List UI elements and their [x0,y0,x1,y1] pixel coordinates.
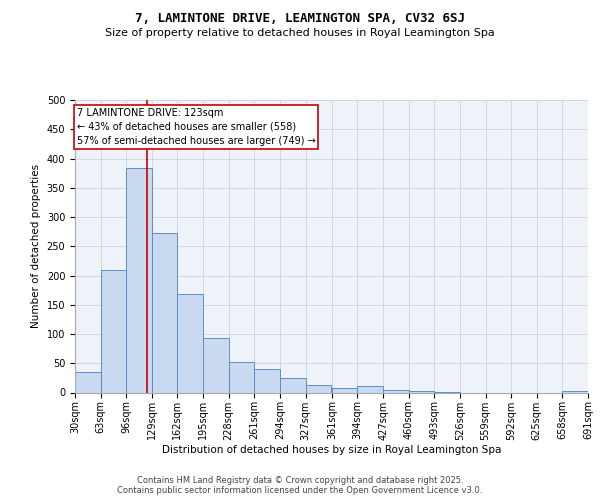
Bar [254,369,280,392]
Bar [101,270,126,392]
Y-axis label: Number of detached properties: Number of detached properties [31,164,41,328]
Bar [409,390,434,392]
Bar [562,390,588,392]
Text: 7 LAMINTONE DRIVE: 123sqm
← 43% of detached houses are smaller (558)
57% of semi: 7 LAMINTONE DRIVE: 123sqm ← 43% of detac… [77,108,316,146]
Bar [383,390,409,392]
Text: Contains HM Land Registry data © Crown copyright and database right 2025.
Contai: Contains HM Land Registry data © Crown c… [118,476,482,495]
Bar [332,388,358,392]
Bar [358,386,383,392]
Text: 7, LAMINTONE DRIVE, LEAMINGTON SPA, CV32 6SJ: 7, LAMINTONE DRIVE, LEAMINGTON SPA, CV32… [135,12,465,26]
Bar [178,294,203,392]
X-axis label: Distribution of detached houses by size in Royal Leamington Spa: Distribution of detached houses by size … [162,445,501,455]
Bar [203,338,229,392]
Text: Size of property relative to detached houses in Royal Leamington Spa: Size of property relative to detached ho… [105,28,495,38]
Bar [75,372,101,392]
Bar [152,234,178,392]
Bar [305,385,331,392]
Bar [280,378,305,392]
Bar [126,168,152,392]
Bar [229,362,254,392]
